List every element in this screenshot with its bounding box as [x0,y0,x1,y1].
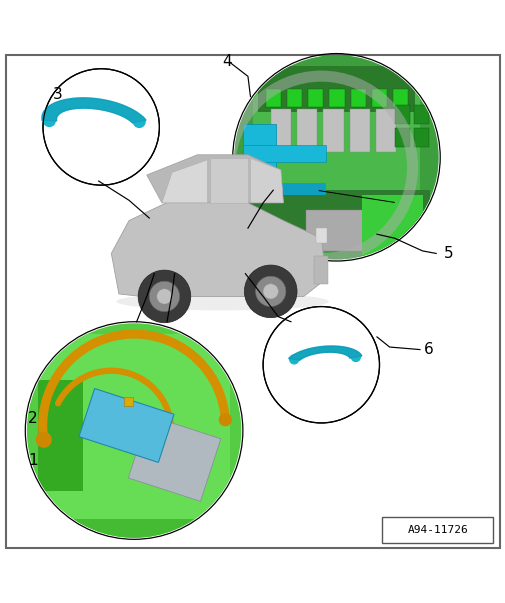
Bar [296,109,317,152]
Polygon shape [288,346,361,360]
Circle shape [263,284,278,299]
Bar [270,109,290,152]
Bar [394,105,409,124]
Circle shape [157,289,172,304]
Circle shape [234,55,438,259]
Circle shape [350,352,360,362]
Bar [242,183,326,195]
Bar [313,256,327,284]
Text: 2: 2 [28,411,38,426]
Bar [308,89,323,107]
Circle shape [149,281,179,312]
Ellipse shape [116,292,328,311]
Circle shape [43,114,56,127]
Circle shape [288,354,299,365]
FancyArrowPatch shape [318,191,394,203]
Bar [323,109,343,152]
Text: 4: 4 [222,54,232,69]
Polygon shape [42,98,146,123]
Bar [413,128,428,147]
Bar [286,89,301,107]
Bar [242,124,275,195]
Polygon shape [111,198,326,297]
Text: A94-11726: A94-11726 [407,525,467,535]
Bar [38,519,230,539]
Circle shape [27,323,241,538]
Circle shape [263,306,379,423]
Polygon shape [146,155,283,203]
Circle shape [43,69,159,185]
Text: 5: 5 [443,246,453,261]
Circle shape [255,276,285,306]
Polygon shape [42,98,146,123]
Bar [361,195,422,256]
Bar [329,89,344,107]
Text: 6: 6 [423,342,433,357]
Bar [392,89,408,107]
Circle shape [132,115,145,128]
Bar [242,190,429,251]
Polygon shape [162,160,207,203]
Circle shape [244,265,296,318]
Polygon shape [79,388,174,463]
Bar [316,228,327,243]
Bar [381,517,492,543]
Bar [375,109,395,152]
Circle shape [36,432,52,448]
Polygon shape [288,346,361,360]
Bar [242,145,326,162]
Bar [371,89,386,107]
Polygon shape [250,159,283,203]
Bar [350,89,365,107]
Text: 3: 3 [53,87,63,101]
Bar [306,210,396,251]
Polygon shape [210,159,247,203]
Bar [258,66,414,112]
Bar [349,109,369,152]
Bar [413,105,428,124]
Polygon shape [128,415,220,501]
Bar [124,397,133,406]
Bar [38,380,83,491]
Bar [252,84,419,190]
Bar [38,335,230,526]
Text: 1: 1 [28,453,38,469]
Bar [265,89,280,107]
Circle shape [218,413,231,426]
Bar [394,128,409,147]
Circle shape [138,270,190,323]
